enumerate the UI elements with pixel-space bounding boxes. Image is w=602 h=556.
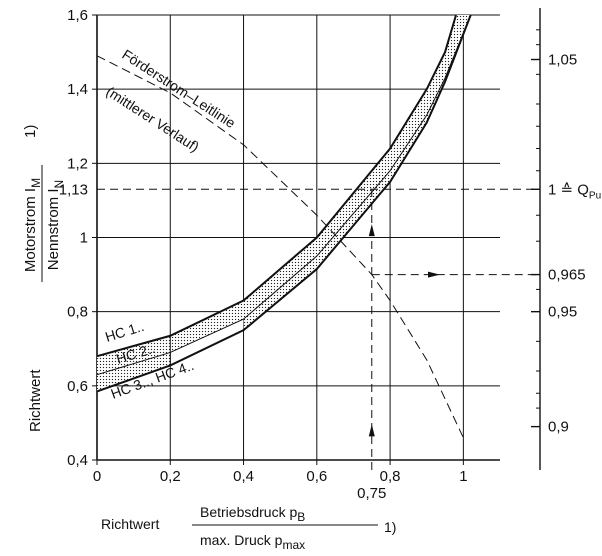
secondary-tick-label: 0,9 (548, 419, 569, 436)
series-line-hc3-hc4 (96, 14, 472, 393)
series-label-hc1: HC 1.. (103, 318, 146, 345)
x-tick-label: 0,8 (380, 468, 401, 485)
y-label-numerator: Motorstrom I (22, 188, 39, 272)
y-label-footnote: 1) (22, 125, 39, 138)
hatched-bands (97, 15, 471, 392)
series-line-hc1 (96, 14, 457, 358)
x-tick-label: 1 (459, 468, 467, 485)
series-lines (96, 14, 472, 438)
x-label-footnote: 1) (384, 519, 396, 535)
x-tick-label: 0,2 (160, 468, 181, 485)
band-hc2-hc3-left (97, 352, 171, 392)
y-tick-label: 0,6 (67, 378, 88, 395)
guide-arrow (428, 271, 440, 278)
y-label-numerator-sub: M (29, 178, 43, 188)
y-label-denominator-sub: N (52, 180, 66, 189)
secondary-tick-label: 1 ≙ QPu (548, 181, 601, 201)
guide-arrow (368, 224, 375, 237)
series-line-guideline (96, 55, 464, 438)
secondary-tick-label: 0,95 (548, 304, 577, 321)
y-tick-label: 0,8 (67, 304, 88, 321)
x-label-numerator: Betriebsdruck pB (200, 504, 305, 524)
guide-arrow (368, 424, 375, 437)
y-tick-label: 1 (80, 230, 88, 247)
y-tick-label: 1,2 (67, 155, 88, 172)
y-label-prefix: Richtwert (27, 369, 44, 432)
y-tick-label: 1,6 (67, 7, 88, 24)
y-extra-tick-label: 1,13 (59, 181, 88, 198)
secondary-axis: 1,05 1 ≙ QPu 0,965 0,95 0,9 (531, 8, 601, 470)
svg-text:Motorstrom IM: Motorstrom IM (22, 178, 43, 272)
x-label-prefix: Richtwert (101, 516, 159, 532)
secondary-tick-label: 1,05 (548, 52, 577, 69)
y-label-denominator: Nennstrom I (45, 188, 62, 270)
y-tick-label: 0,4 (67, 452, 88, 469)
y-tick-label: 1,4 (67, 81, 88, 98)
x-label-denominator: max. Druck pmax (200, 532, 305, 552)
tick-labels: 0 0,2 0,4 0,6 0,8 1 0,4 0,6 0,8 1 1,2 1,4 1,6 1,13 0,7… (59, 7, 468, 502)
series-line-hc2 (96, 14, 472, 376)
example-guides (97, 188, 540, 470)
x-tick-label: 0,6 (306, 468, 327, 485)
svg-text:Nennstrom IN: Nennstrom IN (45, 180, 66, 270)
x-tick-label: 0 (93, 468, 101, 485)
x-tick-label: 0,4 (233, 468, 254, 485)
y-axis-title: Motorstrom IM Nennstrom IN 1) (22, 125, 66, 282)
x-extra-tick-label: 0,75 (357, 485, 386, 502)
secondary-tick-label: 0,965 (548, 267, 586, 284)
